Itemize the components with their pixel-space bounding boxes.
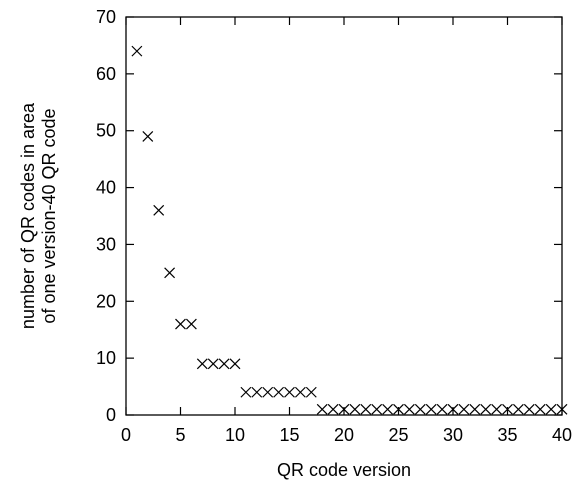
x-tick-label: 10	[225, 425, 245, 445]
data-point	[523, 403, 535, 415]
data-point	[164, 267, 176, 279]
data-point	[349, 403, 361, 415]
data-point	[316, 403, 328, 415]
data-point	[153, 204, 165, 216]
data-point	[251, 386, 263, 398]
y-tick-label: 40	[96, 178, 116, 198]
y-axis-title-line-2: of one version-40 QR code	[39, 108, 59, 323]
x-tick-label: 40	[552, 425, 572, 445]
x-tick-label: 0	[121, 425, 131, 445]
y-tick-label: 30	[96, 234, 116, 254]
data-point	[371, 403, 383, 415]
y-tick-label: 70	[96, 7, 116, 27]
data-point	[502, 403, 513, 415]
data-point	[284, 386, 295, 398]
data-point	[218, 358, 230, 370]
plot-frame	[125, 16, 563, 416]
x-tick-labels: 0 5 10 15 20 25 30 35 40	[121, 425, 572, 445]
data-point	[131, 45, 143, 57]
data-point	[360, 403, 372, 415]
data-point	[425, 403, 437, 415]
data-point	[480, 403, 492, 415]
data-point	[273, 386, 285, 398]
x-tick-label: 15	[279, 425, 299, 445]
data-point	[185, 318, 197, 330]
data-point	[403, 403, 415, 415]
data-point	[294, 386, 306, 398]
data-point	[229, 358, 241, 370]
y-tick-label: 50	[96, 121, 116, 141]
data-point	[327, 403, 339, 415]
data-point	[447, 403, 459, 415]
x-tick-label: 30	[443, 425, 463, 445]
axes	[125, 16, 563, 416]
data-point	[207, 358, 219, 370]
y-tick-label: 10	[96, 348, 116, 368]
data-point	[142, 130, 154, 142]
data-point	[556, 403, 568, 415]
tick-marks	[125, 16, 563, 416]
data-point	[545, 403, 557, 415]
data-point	[338, 403, 350, 415]
data-points	[131, 45, 568, 415]
y-tick-label: 20	[96, 291, 116, 311]
x-tick-label: 5	[175, 425, 185, 445]
x-tick-label: 35	[497, 425, 517, 445]
data-point	[382, 403, 394, 415]
data-point	[469, 403, 481, 415]
data-point	[458, 403, 470, 415]
data-point	[436, 403, 448, 415]
data-point	[196, 358, 208, 370]
y-axis-title-line-1: number of QR codes in area	[18, 102, 38, 329]
data-point	[491, 403, 503, 415]
data-point	[414, 403, 426, 415]
y-tick-label: 60	[96, 64, 116, 84]
x-tick-label: 20	[334, 425, 354, 445]
data-point	[262, 386, 274, 398]
data-point	[305, 386, 317, 398]
x-axis-title: QR code version	[277, 460, 411, 480]
data-point	[240, 386, 252, 398]
y-tick-label: 0	[106, 405, 116, 425]
data-point	[393, 403, 404, 415]
data-point	[534, 403, 546, 415]
data-point	[175, 318, 186, 330]
data-point	[512, 403, 524, 415]
y-tick-labels: 0 10 20 30 40 50 60 70	[96, 7, 116, 425]
x-tick-label: 25	[388, 425, 408, 445]
